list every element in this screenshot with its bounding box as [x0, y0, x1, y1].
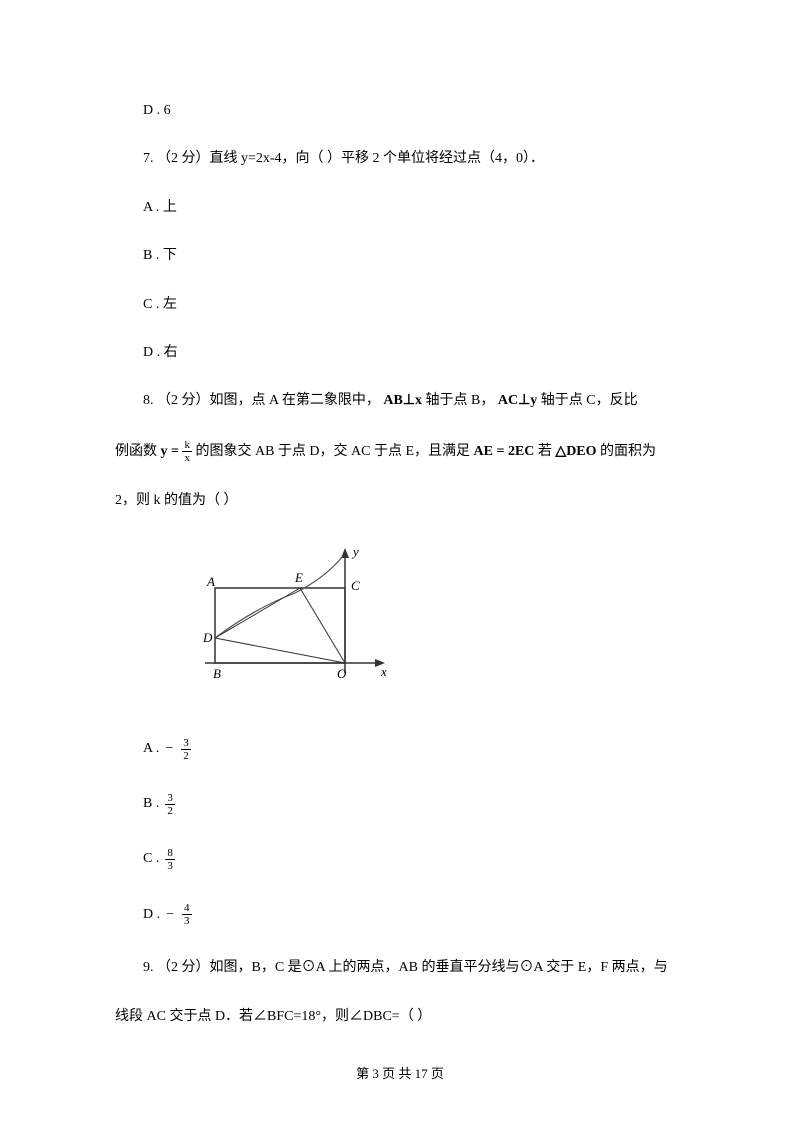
q8-text-line1: 8. （2 分）如图，点 A 在第二象限中， AB⊥x 轴于点 B， AC⊥y …	[115, 390, 685, 412]
page-footer: 第 3 页 共 17 页	[0, 1063, 800, 1082]
svg-text:A: A	[206, 574, 215, 589]
q8-optA-frac: 32	[181, 737, 191, 762]
q7-option-d: D . 右	[115, 342, 685, 364]
q8-optA-label: A .	[143, 738, 159, 760]
q8-ae-2ec: AE = 2EC	[474, 444, 535, 459]
q8-frac-kx: kx	[182, 439, 192, 464]
q8-option-b: B . 32	[115, 792, 685, 817]
q6-option-d: D . 6	[115, 100, 685, 122]
q7-option-a: A . 上	[115, 197, 685, 219]
svg-text:O: O	[337, 666, 347, 681]
svg-text:y: y	[351, 544, 359, 559]
q8-optB-label: B .	[143, 793, 159, 815]
svg-text:C: C	[351, 578, 360, 593]
q8-text-line3: 2，则 k 的值为（ ）	[115, 490, 685, 512]
q8-optC-frac: 83	[165, 847, 175, 872]
svg-text:x: x	[380, 664, 387, 679]
svg-text:B: B	[213, 666, 221, 681]
minus-icon: −	[166, 904, 174, 926]
q7-text: 7. （2 分）直线 y=2x-4，向（ ）平移 2 个单位将经过点（4，0）．	[115, 148, 685, 170]
q8-line2-pre: 例函数	[115, 444, 161, 459]
q8-ab-perp-x: AB⊥x	[383, 393, 422, 408]
q8-line2-mid2: 若	[538, 444, 556, 459]
q8-option-d: D . − 43	[115, 902, 685, 927]
q8-ac-perp-y: AC⊥y	[498, 393, 537, 408]
svg-text:E: E	[294, 570, 303, 585]
q8-optB-frac: 32	[165, 792, 175, 817]
svg-text:D: D	[202, 630, 213, 645]
q8-option-a: A . − 32	[115, 737, 685, 762]
q8-option-c: C . 83	[115, 847, 685, 872]
q8-optD-label: D .	[143, 904, 160, 926]
q8-line2-post: 的面积为	[600, 444, 656, 459]
q8-diagram: A E C D B O x y	[195, 538, 685, 706]
q9-text-line1: 9. （2 分）如图，B，C 是⊙A 上的两点，AB 的垂直平分线与⊙A 交于 …	[115, 957, 685, 979]
q8-text-line2: 例函数 y = kx 的图象交 AB 于点 D，交 AC 于点 E，且满足 AE…	[115, 439, 685, 464]
q7-option-b: B . 下	[115, 245, 685, 267]
q8-y-eq: y =	[161, 444, 183, 459]
q8-deo: △DEO	[555, 444, 596, 459]
q8-line1-pre: 8. （2 分）如图，点 A 在第二象限中，	[143, 393, 380, 408]
q8-optC-label: C .	[143, 848, 159, 870]
q8-diagram-svg: A E C D B O x y	[195, 538, 395, 698]
q8-optD-frac: 43	[182, 902, 192, 927]
q8-line1-post: 轴于点 C，反比	[541, 393, 638, 408]
q8-line1-mid: 轴于点 B，	[426, 393, 495, 408]
minus-icon: −	[165, 738, 173, 760]
q9-text-line2: 线段 AC 交于点 D．若∠BFC=18°，则∠DBC=（ ）	[115, 1006, 685, 1028]
q7-option-c: C . 左	[115, 294, 685, 316]
q8-line2-mid: 的图象交 AB 于点 D，交 AC 于点 E，且满足	[195, 444, 473, 459]
